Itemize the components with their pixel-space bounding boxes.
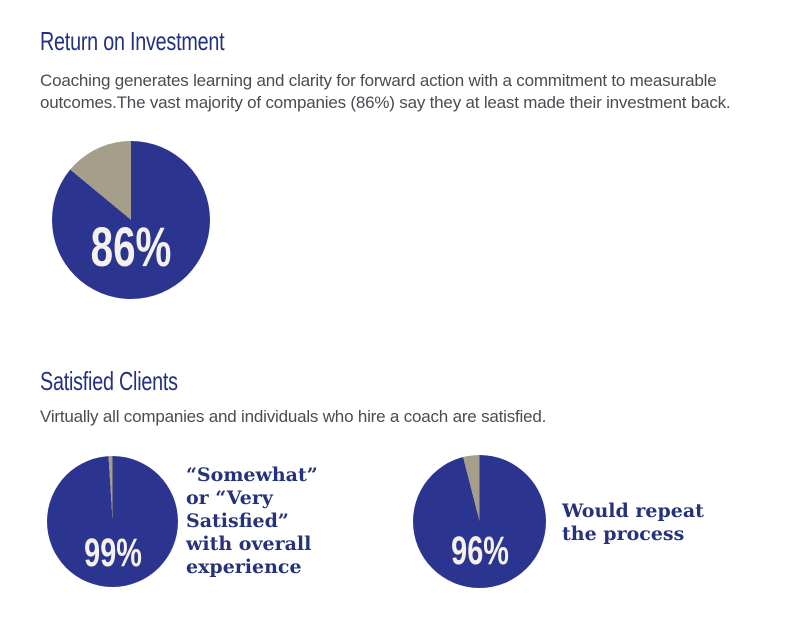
pie-chart-investment-back: 86% [52,141,210,299]
pie-caption-repeat-process: Would repeat the process [562,500,704,545]
section-body-satisfied-clients: Virtually all companies and individuals … [40,407,547,426]
pie-chart-repeat-process: 96% [413,455,546,588]
pie-percentage-label-99: 99% [83,531,142,575]
section-heading-return-on-investment: Return on Investment [40,26,225,56]
pie-percentage-label-86: 86% [90,215,172,278]
pie-chart-overall-experience: 99% [47,456,178,587]
section-body-return-on-investment: Coaching generates learning and clarity … [40,71,731,112]
section-heading-satisfied-clients: Satisfied Clients [40,366,178,396]
pie-percentage-label-96: 96% [450,529,509,573]
pie-caption-overall-experience: “Somewhat” or “Very Satisfied” with over… [186,464,318,578]
